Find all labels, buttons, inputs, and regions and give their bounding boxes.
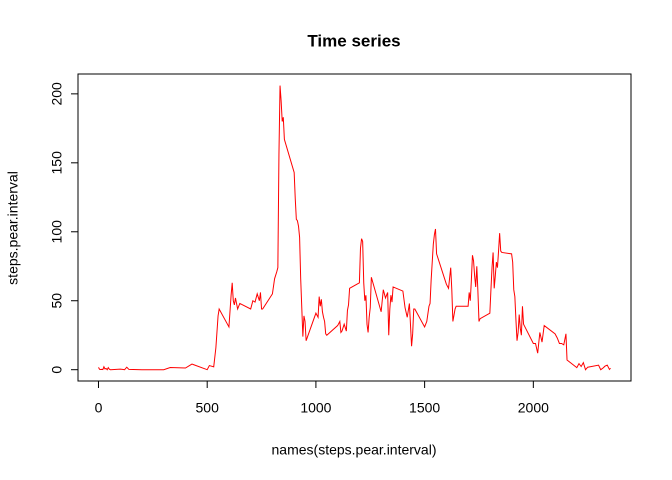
y-tick-label: 200 [49, 82, 65, 106]
x-tick-label: 2000 [518, 400, 549, 416]
plot-box [77, 73, 632, 382]
y-tick-label: 150 [49, 151, 65, 175]
y-axis-label: steps.pear.interval [5, 171, 21, 285]
data-line [98, 85, 611, 371]
x-tick-label: 0 [95, 400, 103, 416]
x-tick-label: 1000 [300, 400, 331, 416]
x-tick-label: 1500 [409, 400, 440, 416]
x-axis-label: names(steps.pear.interval) [272, 442, 437, 458]
y-tick-label: 0 [49, 366, 65, 374]
chart-title: Time series [307, 31, 400, 50]
y-tick-label: 50 [49, 293, 65, 309]
y-tick-label: 100 [49, 220, 65, 244]
x-tick-label: 500 [196, 400, 220, 416]
